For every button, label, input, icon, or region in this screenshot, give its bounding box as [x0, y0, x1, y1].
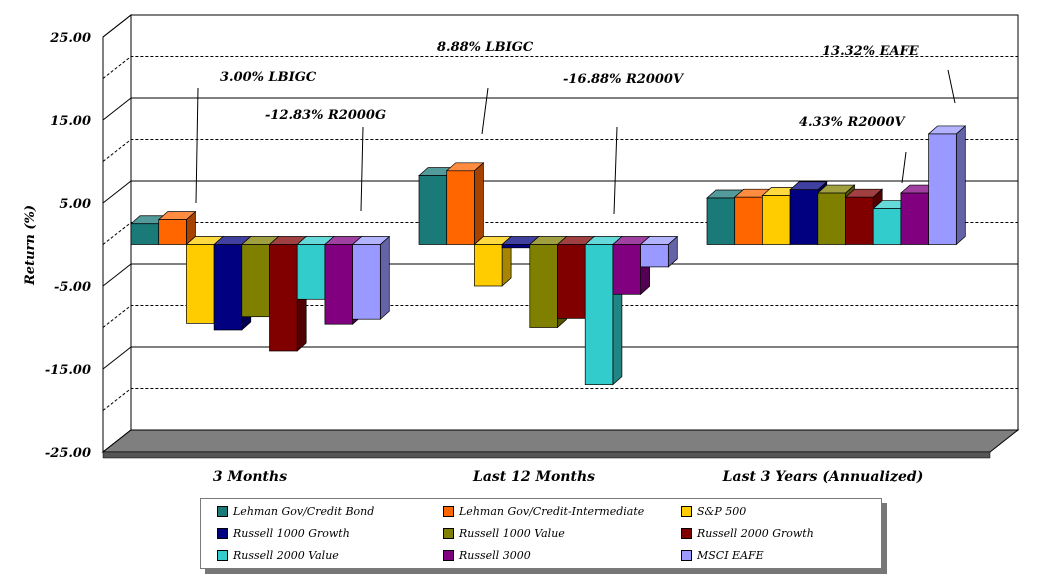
bar	[213, 244, 243, 331]
annotation-leader	[360, 126, 364, 212]
bar	[130, 223, 160, 245]
bar	[241, 244, 270, 318]
bar	[872, 208, 902, 245]
bar	[352, 244, 381, 320]
bar	[446, 170, 475, 245]
annotation-leader	[613, 126, 618, 215]
y-tick-label: -5.00	[54, 280, 91, 295]
legend-swatch	[443, 549, 454, 561]
legend-label: Russell 2000 Value	[233, 548, 339, 562]
legend-item: Lehman Gov/Credit Bond	[217, 503, 374, 519]
minor-gridline	[102, 305, 1018, 328]
bar	[501, 244, 531, 249]
minor-gridline	[102, 139, 1018, 162]
bar	[186, 244, 215, 324]
legend-swatch	[681, 549, 692, 561]
minor-gridline	[102, 388, 1018, 411]
legend-label: MSCI EAFE	[697, 548, 764, 562]
legend-label: Russell 1000 Value	[459, 526, 565, 540]
legend-swatch	[443, 505, 454, 517]
y-tick-label: 25.00	[49, 31, 91, 46]
legend-swatch	[681, 527, 692, 539]
annotation-leader	[947, 69, 956, 104]
bar	[928, 133, 957, 245]
bar-side	[379, 235, 390, 320]
bar	[900, 192, 929, 245]
bar	[640, 244, 669, 268]
chart-legend: Lehman Gov/Credit Bond Lehman Gov/Credit-…	[200, 498, 882, 569]
minor-gridline	[102, 56, 1018, 79]
annotation-label: 3.00% LBIGC	[220, 70, 317, 85]
bar-chart: 25.00 15.00 5.00 -5.00 -15.00 -25.00 Return (%…	[23, 13, 1020, 485]
bar	[296, 244, 326, 300]
legend-swatch	[681, 505, 692, 517]
legend-swatch	[217, 505, 228, 517]
bar	[762, 195, 791, 245]
bar	[324, 244, 353, 325]
major-gridline	[102, 14, 1018, 38]
bar	[734, 196, 763, 245]
y-tick-label: -25.00	[45, 446, 91, 461]
bar	[584, 244, 614, 385]
bar-side	[955, 125, 966, 246]
annotation-label: -12.83% R2000G	[265, 108, 386, 123]
bar-side	[474, 162, 484, 246]
legend-swatch	[217, 549, 228, 561]
annotation-leader	[195, 87, 199, 204]
legend-item: Russell 2000 Value	[217, 547, 339, 563]
legend-item: S&P 500	[681, 503, 746, 519]
legend-swatch	[217, 527, 228, 539]
annotation-leader	[481, 87, 489, 135]
major-gridline	[102, 180, 1018, 204]
legend-label: S&P 500	[697, 504, 747, 518]
x-tick-label: Last 12 Months	[472, 469, 595, 485]
y-tick-label: -15.00	[45, 363, 91, 378]
legend-item: MSCI EAFE	[681, 547, 764, 563]
chart-floor	[101, 429, 1020, 453]
legend-swatch	[443, 527, 454, 539]
bar	[158, 219, 187, 245]
chart-floor-edge	[102, 451, 991, 459]
y-tick-label: 15.00	[50, 114, 91, 129]
legend-item: Russell 1000 Value	[443, 525, 565, 541]
legend-label: Lehman Gov/Credit Bond	[233, 504, 375, 518]
bar	[706, 197, 736, 245]
annotation-label: 13.32% EAFE	[822, 44, 920, 59]
legend-item: Russell 3000	[443, 547, 531, 563]
annotation-label: 4.33% R2000V	[799, 115, 907, 130]
annotation-leader	[901, 151, 907, 184]
x-tick-label: 3 Months	[213, 469, 287, 485]
legend-item: Russell 2000 Growth	[681, 525, 814, 541]
bar	[269, 244, 298, 352]
bar	[474, 244, 503, 287]
y-axis-title: Return (%)	[23, 205, 38, 286]
legend-label: Russell 3000	[459, 548, 531, 562]
legend-label: Russell 2000 Growth	[697, 526, 814, 540]
bar	[529, 244, 558, 328]
legend-label: Russell 1000 Growth	[233, 526, 350, 540]
bar	[557, 244, 586, 319]
major-gridline	[102, 263, 1018, 287]
y-tick-label: 5.00	[59, 197, 91, 212]
major-gridline	[102, 346, 1018, 370]
bar	[789, 189, 819, 245]
x-tick-label: Last 3 Years (Annualized)	[722, 469, 924, 485]
annotation-label: 8.88% LBIGC	[437, 40, 534, 55]
bar	[612, 244, 641, 295]
annotation-label: -16.88% R2000V	[563, 72, 685, 87]
bar	[845, 196, 874, 245]
legend-item: Lehman Gov/Credit-Intermediate	[443, 503, 644, 519]
bar	[817, 192, 846, 245]
legend-label: Lehman Gov/Credit-Intermediate	[459, 504, 645, 518]
legend-item: Russell 1000 Growth	[217, 525, 350, 541]
major-gridline	[102, 97, 1018, 121]
bar	[418, 175, 448, 245]
